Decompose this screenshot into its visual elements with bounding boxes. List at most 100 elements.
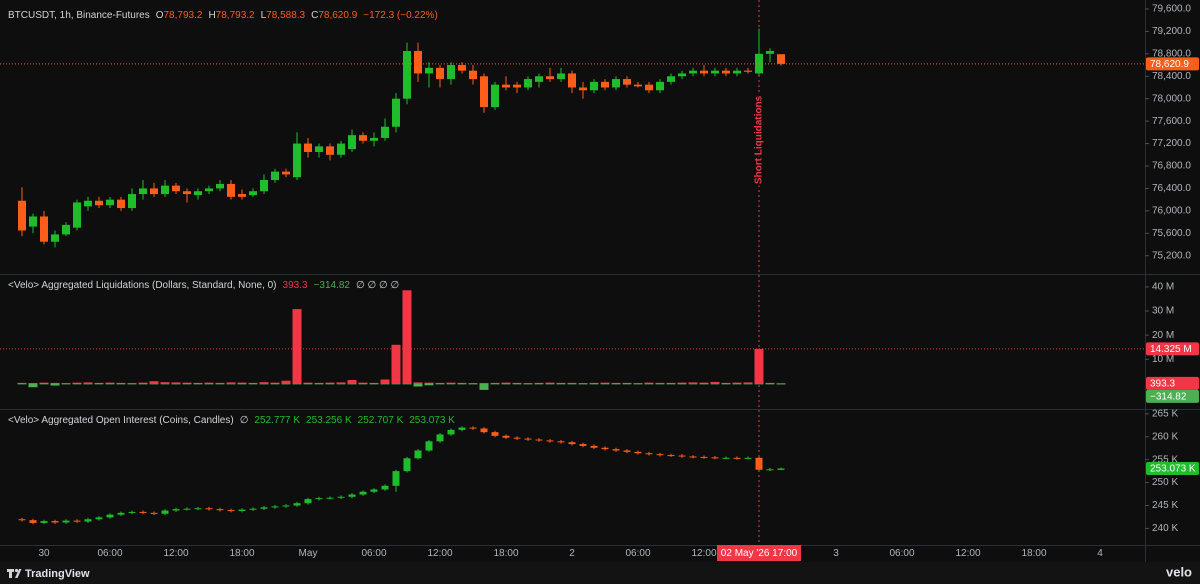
bar (501, 382, 511, 384)
bar (490, 383, 500, 385)
candle-body (755, 457, 763, 470)
candle-body (711, 70, 719, 74)
bar (710, 381, 720, 384)
bar (248, 383, 258, 385)
candle-body (51, 234, 59, 242)
bar (391, 383, 401, 385)
value-badge-label: 78,620.9 (1150, 59, 1189, 70)
candle-body (777, 54, 785, 64)
bar (182, 383, 192, 385)
bar (677, 382, 687, 384)
bar (116, 383, 126, 385)
candle-body (117, 512, 125, 515)
candle-body (139, 188, 147, 195)
y-tick-label: 265 K (1152, 408, 1178, 419)
legend-value: 78,620.9 (318, 10, 357, 21)
candle-body (260, 180, 268, 192)
bar (545, 382, 555, 384)
bar (39, 383, 49, 385)
candle-body (293, 143, 301, 178)
candle-body (601, 447, 609, 450)
brand-logo (7, 568, 22, 578)
candle-body (480, 428, 488, 433)
candle-body (370, 489, 378, 492)
bar (237, 383, 247, 385)
bar (424, 382, 434, 384)
candle-body (315, 146, 323, 152)
bar (765, 383, 775, 385)
candle-body (282, 171, 290, 175)
candle-body (359, 491, 367, 495)
candle-body (447, 429, 455, 435)
bar (622, 383, 632, 385)
bar (688, 383, 698, 385)
x-tick-label: 06:00 (97, 548, 122, 559)
bar (292, 383, 302, 385)
candle-body (678, 73, 686, 77)
legend-title: <Velo> Aggregated Open Interest (Coins, … (8, 415, 234, 426)
bar (611, 383, 621, 385)
candle-body (535, 76, 543, 82)
candle-body (348, 135, 356, 150)
bar (754, 348, 764, 384)
y-tick-label: 75,600.0 (1152, 228, 1191, 239)
legend-suffix: ∅ ∅ ∅ ∅ (356, 280, 399, 291)
value-badge (1146, 376, 1199, 390)
bar (677, 383, 687, 385)
bar (83, 382, 93, 384)
candle-body (700, 456, 708, 458)
bar (160, 383, 170, 385)
candle-body (117, 199, 125, 209)
candle-body (733, 70, 741, 74)
candle-body (777, 468, 785, 470)
legend-key: L (261, 10, 267, 21)
footer-brand: TradingView (25, 568, 90, 580)
candle-body (645, 453, 653, 455)
y-tick-label: 76,400.0 (1152, 183, 1191, 194)
candle-body (447, 65, 455, 80)
candle-body (51, 521, 59, 523)
footer-bar (0, 562, 1200, 584)
bar (281, 380, 291, 384)
bar (754, 383, 764, 385)
bar (380, 383, 390, 385)
footer-source: velo (1166, 564, 1192, 579)
candle-body (106, 514, 114, 518)
candle-body (469, 70, 477, 80)
bar (303, 383, 313, 385)
candle-body (722, 457, 730, 459)
bar (721, 383, 731, 385)
candle-body (689, 456, 697, 458)
bar (171, 382, 181, 384)
bar (149, 381, 159, 384)
y-tick-label: 255 K (1152, 454, 1178, 465)
candle-body (656, 81, 664, 91)
bar (589, 383, 599, 385)
candle-body (381, 126, 389, 138)
bar (776, 383, 786, 385)
candle-body (172, 185, 180, 192)
value-badge-label: 253.073 K (1150, 464, 1196, 475)
candle-body (590, 81, 598, 91)
bar (732, 382, 742, 384)
x-tick-label: 12:00 (427, 548, 452, 559)
bar (358, 382, 368, 384)
legend-value: 252.707 K (358, 415, 404, 426)
bar (204, 382, 214, 384)
candle-body (183, 508, 191, 510)
bar (402, 290, 412, 384)
candle-body (73, 202, 81, 228)
legend-key: O (156, 10, 164, 21)
candle-body (337, 143, 345, 155)
candle-body (337, 496, 345, 498)
legend-value: 252.777 K (254, 415, 300, 426)
bar (413, 383, 423, 387)
bar (72, 382, 82, 384)
bar (369, 383, 379, 385)
candle-body (513, 84, 521, 88)
candle-body (744, 457, 752, 459)
bar (479, 383, 489, 390)
legend-value: 78,793.2 (216, 10, 255, 21)
y-tick-label: 30 M (1152, 306, 1174, 317)
